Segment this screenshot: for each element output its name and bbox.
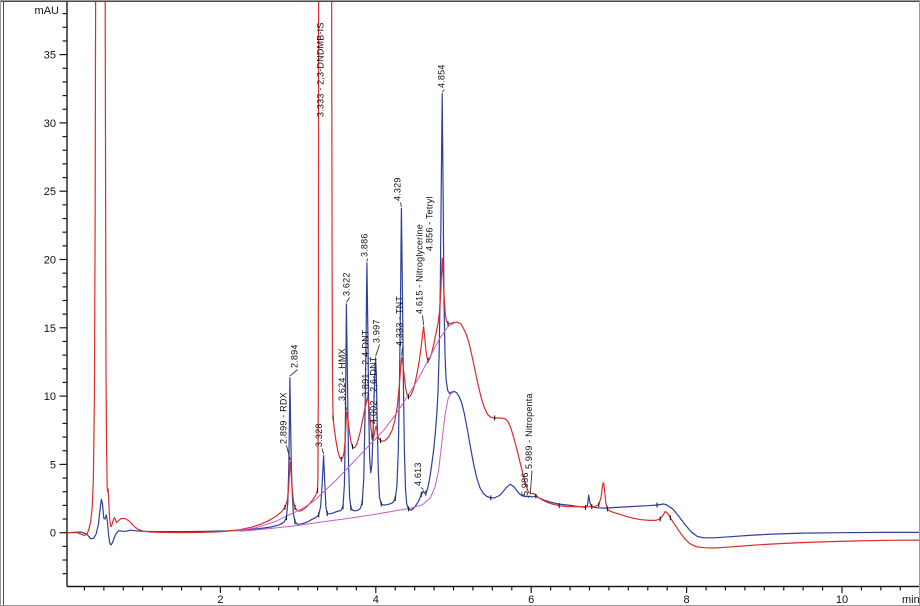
peak-label-2.894: 2.894 [290,344,300,368]
y-axis-tick-label: 0 [50,528,56,540]
x-axis-tick-label: 8 [684,594,690,606]
peak-label-tick [401,347,403,356]
y-axis-tick-label: 30 [44,118,56,130]
peak-label-tick [289,369,298,377]
peak-label-4.856: 4.856 - Tetryl [425,196,435,251]
peak-label-tick [441,89,445,93]
peak-label-4.615: 4.615 - Nitroglycerine [415,224,425,314]
peak-label-tick [286,445,291,461]
peak-label-tick [529,470,533,493]
peak-label-tick [400,202,402,207]
peak-label-tick [375,344,380,357]
peak-label-tick [346,297,350,303]
window-frame-top-border [1,1,919,2]
peak-label-4.613: 4.613 [413,462,423,486]
trace-integration-baseline-blue-signal [239,391,455,532]
trace-signal-red [67,1,919,549]
peak-label-3.622: 3.622 [342,272,352,296]
peak-label-4.333: 4.333 - TNT [395,296,405,346]
y-axis-unit-label: mAU [35,5,60,17]
integration-marks [284,321,671,525]
peak-label-4.854: 4.854 [437,64,447,88]
peak-labels: 2.894 3.328 3.622 3.886 3.997 4.329 4.613 4.854… [279,22,534,498]
peak-label-3.333: 3.333 - 2,3-DNDMB-IS [316,22,326,117]
axes: 0 5 10 15 20 25 30 35 2 4 6 8 10 [44,1,919,606]
peak-label-5.986: 5.986 [520,472,530,496]
peak-label-tick [422,315,425,325]
x-axis-tick-label: 6 [528,594,534,606]
x-axis-unit-label: min [902,594,920,606]
x-axis-tick-label: 10 [836,594,848,606]
peak-label-3.891: 3.891 - 2,4-DNT [361,329,371,397]
traces [67,1,919,549]
trace-integration-baseline-red-signal [235,322,456,532]
peak-label-tick [321,448,325,455]
x-axis-tick-label: 2 [217,594,223,606]
y-axis-tick-label: 15 [44,323,56,335]
y-axis-tick-label: 10 [44,391,56,403]
y-axis-tick-label: 5 [50,459,56,471]
peak-label-2.899: 2.899 - RDX [279,392,289,444]
peak-label-tick [527,495,531,498]
peak-label-4.329: 4.329 [393,177,403,201]
peak-label-3.997: 3.997 [372,319,382,343]
peak-label-3.624: 3.624 - HMX [337,348,347,401]
peak-label-4.002: 4.002 - 2,6-DNT [369,356,379,424]
peak-label-5.989: 5.989 - Nitropenta [524,393,534,469]
peak-label-3.886: 3.886 [360,233,370,257]
peak-label-tick [366,258,368,262]
peak-label-tick [344,402,348,411]
window-frame-left-border [3,1,4,605]
y-axis-tick-label: 25 [44,186,56,198]
peak-label-tick [420,487,424,490]
peak-label-3.328: 3.328 [314,423,324,447]
x-axis-tick-label: 4 [373,594,379,606]
y-axis-tick-label: 35 [44,50,56,62]
y-axis-tick-label: 20 [44,255,56,267]
trace-signal-blue [67,92,919,546]
